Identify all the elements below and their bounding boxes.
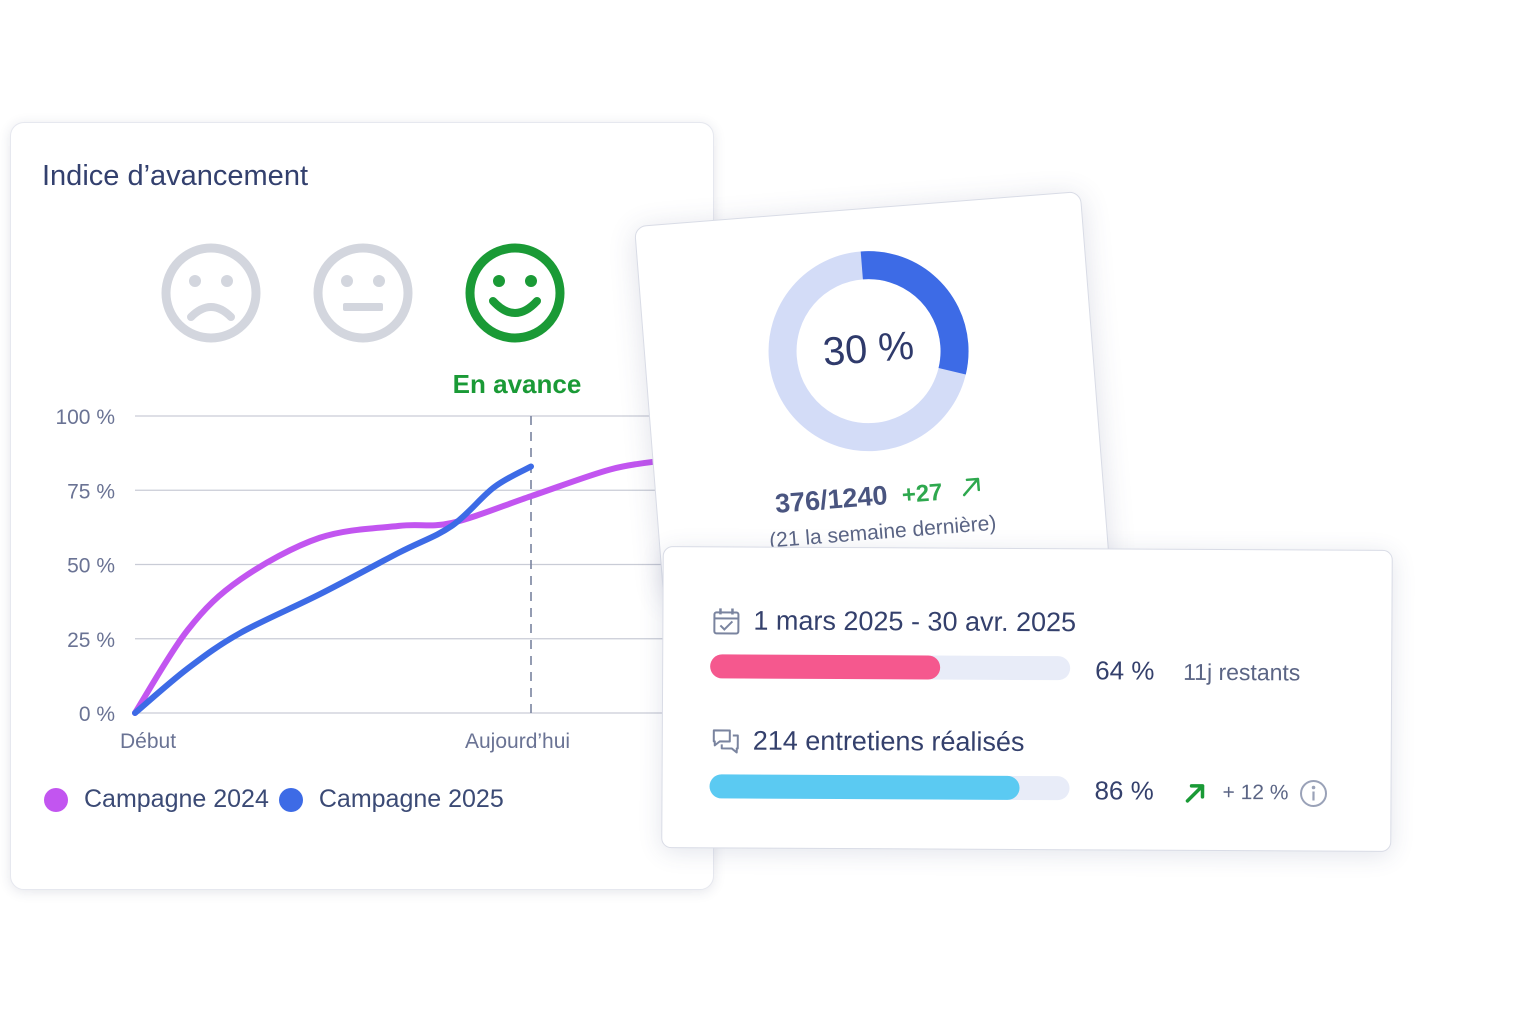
card-title: Indice d’avancement (42, 160, 308, 192)
completion-donut (768, 251, 969, 452)
interviews-progress-bar (709, 774, 1070, 801)
y-tick-label: 50 % (67, 555, 115, 578)
interviews-progress-percent: 86 % (1094, 775, 1154, 806)
trend-up-arrow-icon (1185, 784, 1205, 803)
x-tick-label: Début (120, 730, 176, 753)
chart-legend: Campagne 2024 Campagne 2025 (44, 785, 514, 814)
legend-dot-icon (44, 787, 68, 812)
calendar-check-icon (713, 607, 740, 634)
date-range-label: 1 mars 2025 - 30 avr. 2025 (753, 605, 1077, 638)
y-tick-label: 25 % (67, 629, 115, 652)
legend-label: Campagne 2024 (84, 785, 269, 813)
mood-label: En avance (452, 369, 582, 399)
x-tick-label: Aujourd’hui (465, 730, 570, 753)
date-progress-fill (710, 654, 941, 680)
chat-bubbles-icon (712, 728, 739, 753)
completion-donut-card: 30 % 376/1240 +27 (21 la semaine dernièr… (634, 191, 1110, 599)
y-tick-label: 100 % (55, 406, 115, 429)
happy-face-icon[interactable] (463, 241, 567, 345)
legend-label: Campagne 2025 (318, 785, 504, 813)
days-remaining: 11j restants (1183, 658, 1301, 686)
series-line-2024 (132, 457, 666, 716)
info-icon[interactable] (1298, 778, 1328, 808)
sad-face-icon[interactable] (159, 241, 263, 345)
interviews-row: 214 entretiens réalisés (711, 725, 1025, 758)
date-range-row: 1 mars 2025 - 30 avr. 2025 (711, 605, 1076, 638)
date-progress-percent: 64 % (1095, 655, 1155, 686)
campaign-progress-card: 1 mars 2025 - 30 avr. 2025 64 % 11j rest… (661, 546, 1393, 852)
legend-dot-icon (278, 787, 303, 812)
legend-item-2025[interactable]: Campagne 2025 (278, 785, 504, 814)
interviews-label: 214 entretiens réalisés (752, 725, 1025, 757)
date-progress-bar (710, 654, 1071, 681)
legend-item-2024[interactable]: Campagne 2024 (44, 785, 269, 814)
trend-up-arrow-icon (963, 477, 981, 497)
weekly-delta: +27 (900, 478, 944, 509)
completed-ratio: 376/1240 (773, 480, 889, 519)
y-tick-label: 0 % (79, 703, 115, 726)
interviews-trend: + 12 % (1182, 778, 1328, 809)
series-line-2025 (132, 463, 534, 716)
neutral-face-icon[interactable] (311, 241, 415, 345)
donut-stats: 376/1240 +27 (656, 463, 1103, 529)
interviews-progress-fill (709, 774, 1020, 800)
progress-index-card: Indice d’avancement En avance 0 % 25 % 50 … (10, 122, 714, 890)
interviews-trend-value: + 12 % (1222, 781, 1289, 805)
y-tick-label: 75 % (67, 480, 115, 503)
